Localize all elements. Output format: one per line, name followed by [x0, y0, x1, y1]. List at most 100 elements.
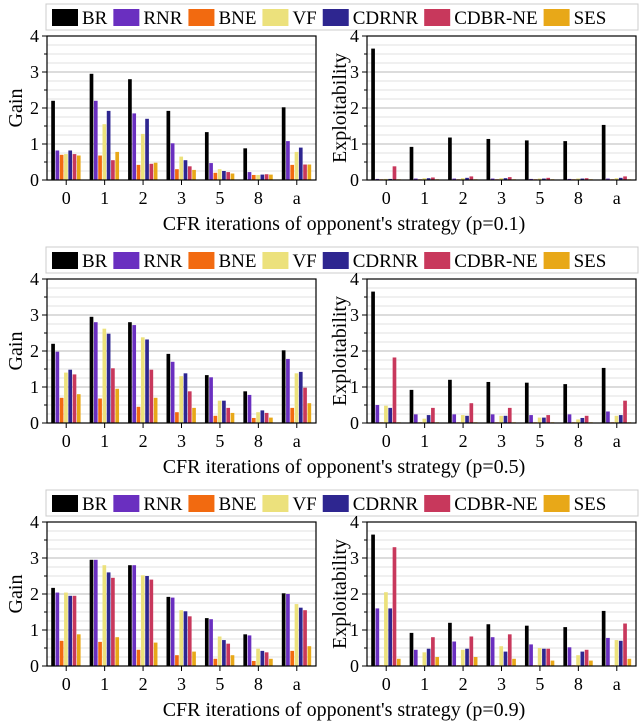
bar-cdbr-ne [546, 177, 551, 180]
bar-ses [153, 397, 158, 423]
bar-rnr [55, 351, 60, 423]
bar-ses [230, 412, 235, 423]
bar-cdbr-ne [187, 616, 192, 666]
bar-vf [384, 405, 388, 423]
bar-vf [140, 337, 145, 423]
bar-cdbr-ne [264, 174, 269, 180]
y-tick-label: 4 [350, 26, 359, 46]
bar-ses [550, 660, 555, 666]
bar-cdbr-ne [431, 177, 435, 180]
legend-label: BR [82, 494, 108, 515]
legend-swatch [322, 495, 349, 512]
bar-ses [307, 164, 312, 180]
y-tick-label: 0 [350, 170, 359, 190]
bar-vf [256, 648, 260, 666]
bar-br [51, 587, 55, 666]
x-tick-label: 2 [139, 188, 148, 208]
bar-cdrnr [580, 651, 585, 666]
bar-cdbr-ne [584, 415, 589, 423]
bar-rnr [567, 647, 572, 666]
y-tick-label: 2 [350, 98, 359, 118]
legend: BR RNR BNE VF CDRNR CDBR-NE SES [45, 3, 639, 31]
bar-rnr [413, 414, 418, 423]
bar-cdrnr [145, 339, 149, 423]
y-tick-label: 0 [350, 656, 359, 676]
bar-ses [76, 155, 81, 180]
bar-vf [64, 592, 68, 666]
y-axis-label: Exploitability [329, 296, 351, 406]
bar-cdbr-ne [111, 368, 115, 423]
bar-vf [294, 604, 299, 666]
bar-ses [192, 169, 196, 180]
bar-vf [537, 648, 542, 666]
bar-rnr [132, 565, 137, 666]
bar-rnr [529, 644, 533, 666]
panel-right: 0 1 2 3 4 0 1 2 3 5 8 a Exploitability [329, 26, 637, 208]
bar-ses [473, 657, 478, 666]
bar-cdrnr [222, 171, 226, 180]
x-tick-label: 3 [177, 674, 186, 694]
bar-cdrnr [465, 177, 469, 180]
bar-br [486, 138, 491, 180]
bar-cdbr-ne [392, 547, 397, 666]
bar-rnr [55, 592, 60, 666]
bar-br [371, 534, 375, 666]
y-tick-label: 3 [30, 548, 39, 568]
legend-label: BR [82, 8, 108, 29]
bar-vf [64, 372, 68, 423]
bar-cdbr-ne [72, 374, 77, 423]
y-tick-label: 2 [30, 584, 39, 604]
bar-rnr [452, 178, 457, 180]
bar-cdrnr [503, 651, 508, 666]
bar-rnr [247, 635, 252, 666]
bar-cdbr-ne [546, 648, 551, 666]
y-tick-label: 4 [30, 26, 39, 46]
x-tick-label: 3 [497, 674, 506, 694]
bar-vf [179, 610, 184, 666]
bar-cdbr-ne [392, 357, 397, 423]
x-tick-label: 5 [535, 431, 544, 451]
x-tick-label: 0 [62, 674, 71, 694]
bar-br [448, 379, 452, 423]
bar-cdrnr [298, 371, 303, 423]
bar-cdrnr [618, 415, 623, 423]
bar-bne [136, 406, 141, 423]
bar-cdrnr [618, 640, 623, 666]
bar-bne [98, 641, 102, 666]
bar-ses [192, 407, 196, 423]
bar-vf [537, 417, 542, 423]
bar-ses [589, 660, 593, 666]
bar-cdbr-ne [469, 403, 474, 423]
bar-bne [251, 174, 256, 180]
x-tick-label: 3 [497, 188, 506, 208]
bar-vf [179, 376, 184, 423]
bar-cdrnr [183, 611, 188, 666]
x-tick-label: 0 [382, 674, 391, 694]
bar-vf [499, 646, 504, 666]
y-tick-label: 0 [30, 656, 39, 676]
chart-row-1: BR RNR BNE VF CDRNR CDBR-NE SES 0 1 2 3 4 0 1 2 3 5 8 a Gai… [5, 3, 639, 235]
y-tick-label: 2 [350, 341, 359, 361]
legend-swatch [113, 495, 140, 512]
bar-cdrnr [222, 400, 226, 423]
bar-cdrnr [183, 160, 188, 180]
bar-br [166, 353, 171, 423]
x-tick-label: 1 [420, 674, 429, 694]
bar-br [409, 632, 414, 666]
y-tick-label: 3 [350, 62, 359, 82]
bar-rnr [413, 178, 418, 180]
bar-rnr [490, 414, 495, 423]
bar-rnr [375, 608, 380, 666]
y-tick-label: 0 [350, 413, 359, 433]
legend-label: CDRNR [353, 494, 419, 515]
bar-cdbr-ne [72, 154, 77, 180]
y-tick-label: 4 [30, 512, 39, 532]
bar-cdbr-ne [149, 369, 154, 423]
bar-vf [294, 151, 299, 180]
bar-cdrnr [580, 417, 585, 423]
bar-rnr [93, 322, 98, 423]
bar-cdrnr [503, 415, 508, 423]
legend-label: SES [574, 494, 607, 515]
bar-rnr [170, 143, 175, 180]
x-axis-label: CFR iterations of opponent's strategy (p… [163, 699, 526, 721]
